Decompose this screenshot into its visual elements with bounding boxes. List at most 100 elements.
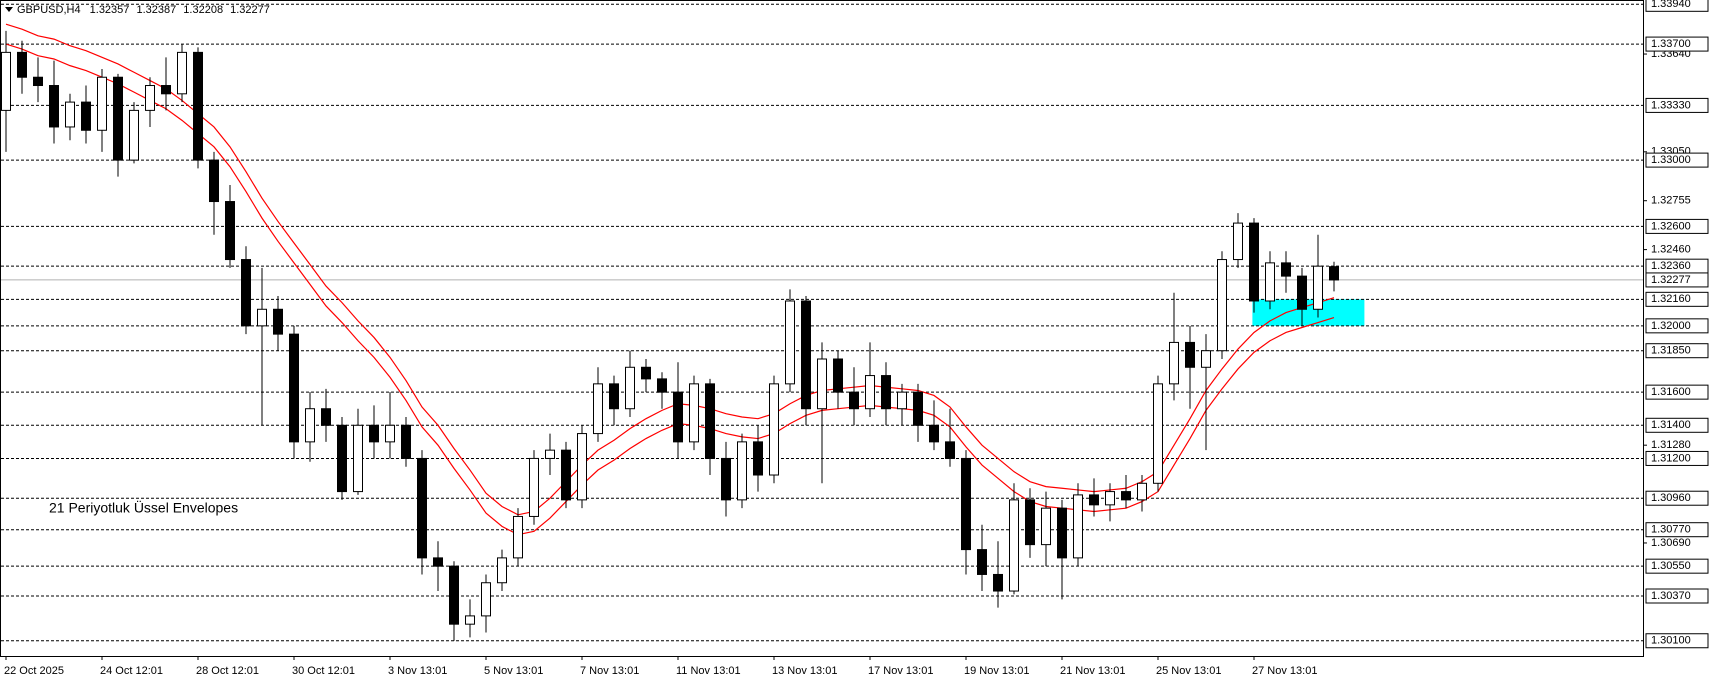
x-tick-label: 5 Nov 13:01 xyxy=(484,665,543,677)
candle-body xyxy=(641,366,651,380)
level-label-box xyxy=(1645,97,1709,113)
y-tick-label: 1.32460 xyxy=(1651,244,1691,256)
candle-body xyxy=(401,424,411,459)
candle-body xyxy=(609,383,619,410)
candle-body xyxy=(977,549,987,575)
candle-body xyxy=(833,358,843,393)
candle-body xyxy=(865,375,875,410)
level-label-box xyxy=(1645,36,1709,52)
candle-body xyxy=(465,615,475,625)
x-tick-label: 27 Nov 13:01 xyxy=(1252,665,1317,677)
candle-body xyxy=(1249,222,1259,302)
candle-body xyxy=(97,76,107,131)
candle-body xyxy=(1185,341,1195,368)
candle-body xyxy=(193,51,203,161)
candle-body xyxy=(705,383,715,459)
level-label-box xyxy=(1645,522,1709,538)
candle-body xyxy=(721,457,731,501)
indicator-annotation: 21 Periyotluk Üssel Envelopes xyxy=(49,499,238,516)
candle-body xyxy=(1313,265,1323,310)
candle-body xyxy=(1105,491,1115,506)
level-label: 1.31600 xyxy=(1651,386,1691,398)
candle-body xyxy=(785,300,795,385)
candle-body xyxy=(1089,494,1099,506)
level-label-box xyxy=(1645,417,1709,433)
candle-body xyxy=(17,51,27,78)
candle-body xyxy=(945,441,955,459)
level-label-box xyxy=(1645,633,1709,649)
x-tick-label: 11 Nov 13:01 xyxy=(676,665,741,677)
header-low: 1.32208 xyxy=(183,4,223,16)
candle-body xyxy=(129,109,139,161)
candle-body xyxy=(1009,499,1019,592)
level-label: 1.30960 xyxy=(1651,492,1691,504)
candle-body xyxy=(65,101,75,128)
candle-body xyxy=(689,383,699,443)
level-label: 1.30100 xyxy=(1651,635,1691,647)
candle-body xyxy=(385,424,395,443)
candle-body xyxy=(529,457,539,517)
level-label: 1.33000 xyxy=(1651,154,1691,166)
candle-body xyxy=(449,565,459,625)
header-close: 1.32277 xyxy=(230,4,270,16)
candle-body xyxy=(33,76,43,87)
candle-body xyxy=(1025,499,1035,546)
level-label: 1.30770 xyxy=(1651,524,1691,536)
candle-body xyxy=(257,308,267,327)
candle-body xyxy=(993,573,1003,592)
candle-body xyxy=(81,101,91,131)
candle-body xyxy=(545,449,555,459)
level-label-box xyxy=(1645,318,1709,334)
x-tick-label: 22 Oct 2025 xyxy=(4,665,64,677)
level-label-box xyxy=(1645,291,1709,307)
level-label: 1.33940 xyxy=(1651,0,1691,10)
x-tick-label: 21 Nov 13:01 xyxy=(1060,665,1125,677)
x-tick-label: 30 Oct 12:01 xyxy=(292,665,355,677)
level-label-box xyxy=(1645,152,1709,168)
level-label: 1.32600 xyxy=(1651,220,1691,232)
candle-body xyxy=(353,424,363,493)
candle-body xyxy=(225,201,235,261)
candle-body xyxy=(497,557,507,584)
candle-body xyxy=(913,391,923,426)
x-tick-label: 13 Nov 13:01 xyxy=(772,665,837,677)
candle-body xyxy=(273,308,283,335)
candle-body xyxy=(1201,350,1211,368)
candle-body xyxy=(737,441,747,501)
candle-body xyxy=(817,358,827,410)
candle-body xyxy=(49,85,59,128)
candle-body xyxy=(433,557,443,567)
chart-title: GBPUSD,H4 xyxy=(17,4,81,16)
candle-body xyxy=(1041,507,1051,546)
candle-body xyxy=(417,457,427,559)
header-high: 1.32387 xyxy=(136,4,176,16)
y-tick-label: 1.30690 xyxy=(1651,537,1691,549)
support-zone xyxy=(1252,299,1365,326)
level-label-box xyxy=(1645,384,1709,400)
candle-body xyxy=(1057,507,1067,559)
envelope-line xyxy=(5,43,1335,536)
candle-body xyxy=(897,391,907,410)
level-label-box xyxy=(1645,218,1709,234)
candle-body xyxy=(881,375,891,410)
level-label: 1.32160 xyxy=(1651,293,1691,305)
candle-body xyxy=(769,383,779,476)
candle-body xyxy=(1329,266,1339,281)
level-label: 1.30370 xyxy=(1651,590,1691,602)
candle-body xyxy=(1073,494,1083,559)
candle-body xyxy=(369,424,379,443)
level-label: 1.30550 xyxy=(1651,560,1691,572)
candle-body xyxy=(1281,262,1291,277)
x-tick-label: 28 Oct 12:01 xyxy=(196,665,259,677)
candle-body xyxy=(1233,222,1243,261)
candle-body xyxy=(177,51,187,95)
level-label: 1.31850 xyxy=(1651,345,1691,357)
candle-body xyxy=(145,85,155,111)
x-tick-label: 24 Oct 12:01 xyxy=(100,665,163,677)
candle-body xyxy=(849,391,859,410)
candle-body xyxy=(1153,383,1163,484)
level-label-box xyxy=(1645,450,1709,466)
y-tick-label: 1.32755 xyxy=(1651,195,1691,207)
candle-body xyxy=(1169,341,1179,385)
